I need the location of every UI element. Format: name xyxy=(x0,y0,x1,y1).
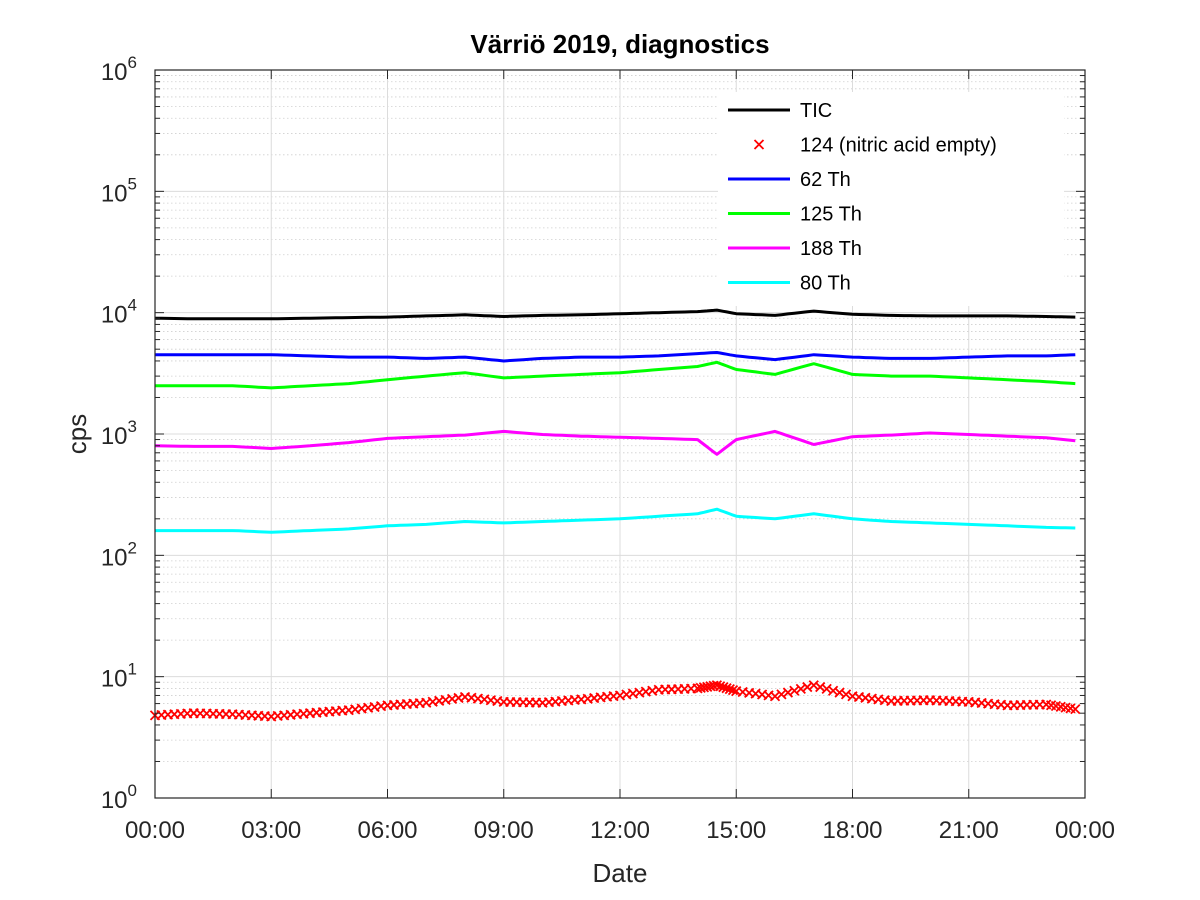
legend-entry-label: 62 Th xyxy=(800,169,851,191)
series-layer xyxy=(149,308,1081,722)
data-point-marker xyxy=(815,681,826,693)
x-tick-label: 18:00 xyxy=(822,817,882,844)
data-point-marker xyxy=(1070,703,1081,715)
data-point-marker xyxy=(821,683,832,695)
data-point-marker xyxy=(795,683,806,695)
data-point-marker xyxy=(789,685,800,696)
x-axis-label: Date xyxy=(593,858,648,888)
x-tick-label: 12:00 xyxy=(590,817,650,844)
legend-box xyxy=(718,92,1064,306)
legend-entry-label: 80 Th xyxy=(800,273,851,295)
legend-entry-label: 124 (nitric acid empty) xyxy=(800,135,997,157)
legend: TIC 124 (nitric acid empty) 62 Th 125 Th 188… xyxy=(718,92,1064,306)
data-point-marker xyxy=(834,687,845,698)
data-point-marker xyxy=(782,687,794,698)
y-tick-label: 102 xyxy=(101,538,137,571)
x-tick-label: 15:00 xyxy=(706,817,766,844)
series-line xyxy=(154,308,1076,321)
data-point-marker xyxy=(727,685,739,696)
data-point-marker xyxy=(711,680,723,691)
data-point-marker xyxy=(802,681,813,693)
data-point-marker xyxy=(714,681,726,692)
x-tick-label: 03:00 xyxy=(241,817,301,844)
y-tick-labels: 100 101 102 103 104 105 106 xyxy=(101,53,137,814)
legend-entry-label: 125 Th xyxy=(800,204,862,226)
legend-entry-label: TIC xyxy=(800,100,832,122)
y-tick-label: 104 xyxy=(101,296,137,329)
data-point-marker xyxy=(718,682,729,693)
x-tick-label: 09:00 xyxy=(474,817,534,844)
data-point-marker xyxy=(840,689,852,700)
tick-marks xyxy=(154,69,1086,799)
series-markers xyxy=(149,680,1081,722)
x-tick-label: 06:00 xyxy=(357,817,417,844)
data-point-marker xyxy=(776,689,787,700)
y-tick-label: 103 xyxy=(101,417,137,450)
x-tick-label: 00:00 xyxy=(1055,817,1115,844)
data-point-marker xyxy=(808,680,819,691)
data-point-marker xyxy=(769,691,781,702)
y-tick-label: 100 xyxy=(101,781,137,814)
y-tick-label: 101 xyxy=(101,660,137,693)
x-tick-label: 00:00 xyxy=(125,817,185,844)
series-line xyxy=(155,507,1076,534)
y-tick-label: 105 xyxy=(101,174,137,207)
x-tick-label: 21:00 xyxy=(939,817,999,844)
series-line xyxy=(155,351,1076,363)
data-point-marker xyxy=(721,683,732,694)
legend-entry-label: 188 Th xyxy=(800,238,862,260)
x-tick-labels: 00:00 03:00 06:00 09:00 12:00 15:00 18:00 21:00… xyxy=(125,817,1115,844)
series-line xyxy=(154,429,1076,456)
y-axis-label: cps xyxy=(62,414,92,454)
legend-marker xyxy=(753,139,765,150)
chart-title: Värriö 2019, diagnostics xyxy=(470,29,769,59)
data-point-marker xyxy=(827,685,839,696)
data-point-marker xyxy=(724,684,735,695)
series-line xyxy=(155,360,1076,390)
y-tick-label: 106 xyxy=(101,53,137,86)
